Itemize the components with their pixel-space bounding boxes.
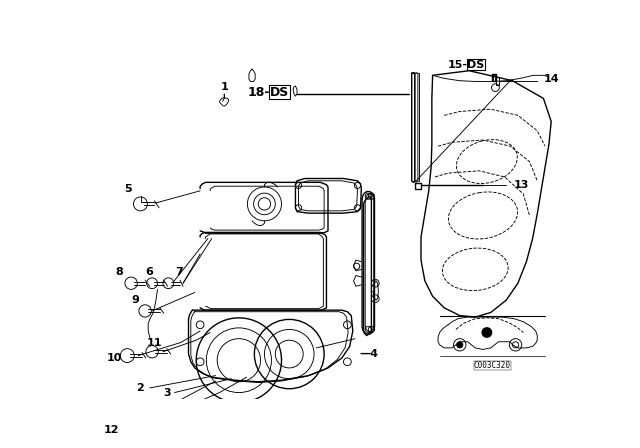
Text: 1: 1 <box>220 82 228 92</box>
Text: DS: DS <box>467 60 484 69</box>
Text: C003C320: C003C320 <box>474 361 511 370</box>
Text: —4: —4 <box>359 349 378 359</box>
Circle shape <box>509 339 522 351</box>
Text: 8: 8 <box>115 267 123 277</box>
Text: 3: 3 <box>163 388 171 397</box>
Text: DS: DS <box>270 86 289 99</box>
Text: 5: 5 <box>124 184 132 194</box>
Circle shape <box>513 342 518 348</box>
Text: 10: 10 <box>106 353 122 363</box>
Circle shape <box>454 339 466 351</box>
Text: 15-: 15- <box>447 60 467 69</box>
Text: 13: 13 <box>514 180 529 190</box>
Circle shape <box>481 327 492 338</box>
Text: 14: 14 <box>543 74 559 84</box>
Text: 12: 12 <box>103 425 119 435</box>
Text: 6: 6 <box>145 267 153 277</box>
Circle shape <box>457 342 463 348</box>
Text: 9: 9 <box>132 295 140 305</box>
Text: 7: 7 <box>175 267 183 277</box>
Text: 11: 11 <box>147 337 162 348</box>
Text: 2: 2 <box>136 383 143 393</box>
Text: 18-: 18- <box>248 86 270 99</box>
